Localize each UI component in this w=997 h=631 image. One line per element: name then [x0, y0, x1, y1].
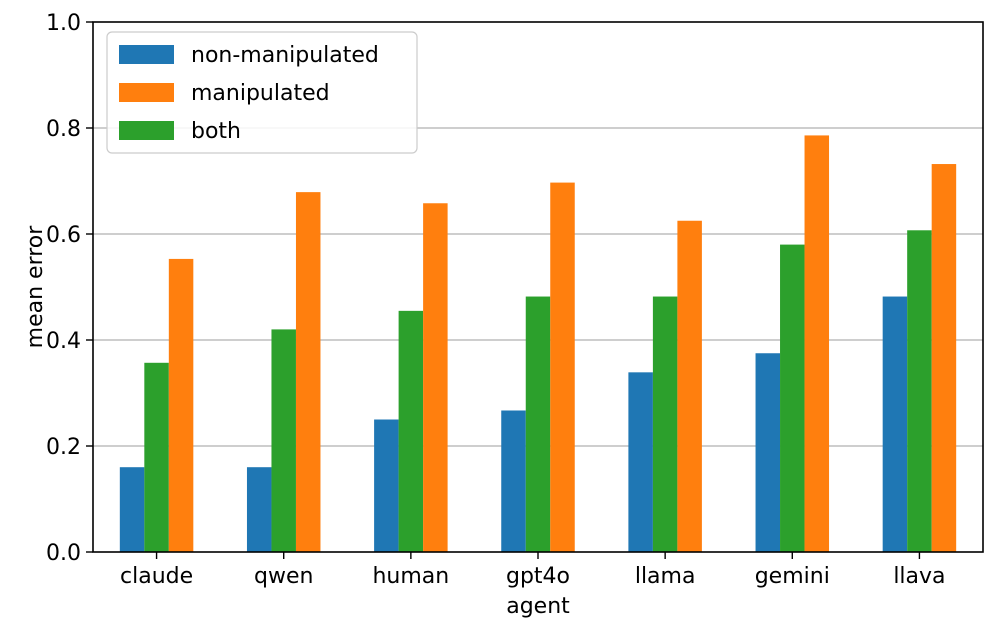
bar-manipulated-qwen: [295, 192, 321, 552]
legend-swatch-non-manipulated: [119, 45, 174, 64]
bar-non-manipulated-claude: [119, 467, 145, 552]
y-axis-label: mean error: [23, 225, 48, 349]
bar-both-claude: [144, 362, 169, 552]
legend-label-non-manipulated: non-manipulated: [191, 43, 379, 68]
bar-non-manipulated-qwen: [246, 467, 272, 552]
x-tick-label: claude: [120, 564, 193, 589]
legend-label-both: both: [191, 119, 241, 144]
y-tick-label: 0.8: [46, 117, 81, 142]
bar-both-gemini: [780, 244, 805, 552]
x-axis: claude qwen human gpt4o llama gemini llava: [120, 552, 946, 589]
bar-non-manipulated-human: [374, 419, 399, 552]
bar-manipulated-gpt4o: [550, 182, 575, 552]
y-tick-label: 1.0: [46, 11, 81, 36]
legend-label-manipulated: manipulated: [191, 81, 330, 106]
bar-both-gpt4o: [525, 296, 551, 552]
bar-manipulated-claude: [168, 258, 194, 552]
x-tick-label: llama: [635, 564, 696, 589]
legend-box: [106, 31, 418, 154]
x-axis-label: agent: [506, 594, 570, 619]
y-axis: 0.0 0.2 0.4 0.6 0.8 1.0: [46, 11, 93, 566]
bar-both-qwen: [271, 329, 296, 552]
x-tick-label: qwen: [254, 564, 313, 589]
y-tick-label: 0.4: [46, 329, 81, 354]
x-tick-label: gpt4o: [506, 564, 570, 589]
x-tick-label: llava: [893, 564, 945, 589]
bar-manipulated-llama: [677, 220, 702, 552]
bar-manipulated-gemini: [804, 135, 830, 553]
legend-swatch-both: [119, 121, 174, 140]
bar-both-llama: [652, 296, 678, 552]
x-tick-label: gemini: [755, 564, 830, 589]
legend-swatch-manipulated: [119, 83, 174, 102]
x-tick-label: human: [372, 564, 449, 589]
bar-both-llava: [907, 230, 932, 553]
bar-non-manipulated-llava: [882, 296, 908, 552]
bar-non-manipulated-gpt4o: [501, 410, 526, 552]
bars: [119, 135, 957, 553]
bar-non-manipulated-gemini: [755, 353, 781, 552]
bar-non-manipulated-llama: [628, 372, 653, 552]
bar-manipulated-llava: [931, 164, 957, 553]
y-tick-label: 0.6: [46, 223, 81, 248]
legend: non-manipulated manipulated both: [106, 31, 418, 154]
y-tick-label: 0.0: [46, 541, 81, 566]
bar-manipulated-human: [423, 203, 448, 552]
bar-both-human: [398, 310, 424, 552]
y-tick-label: 0.2: [46, 435, 81, 460]
